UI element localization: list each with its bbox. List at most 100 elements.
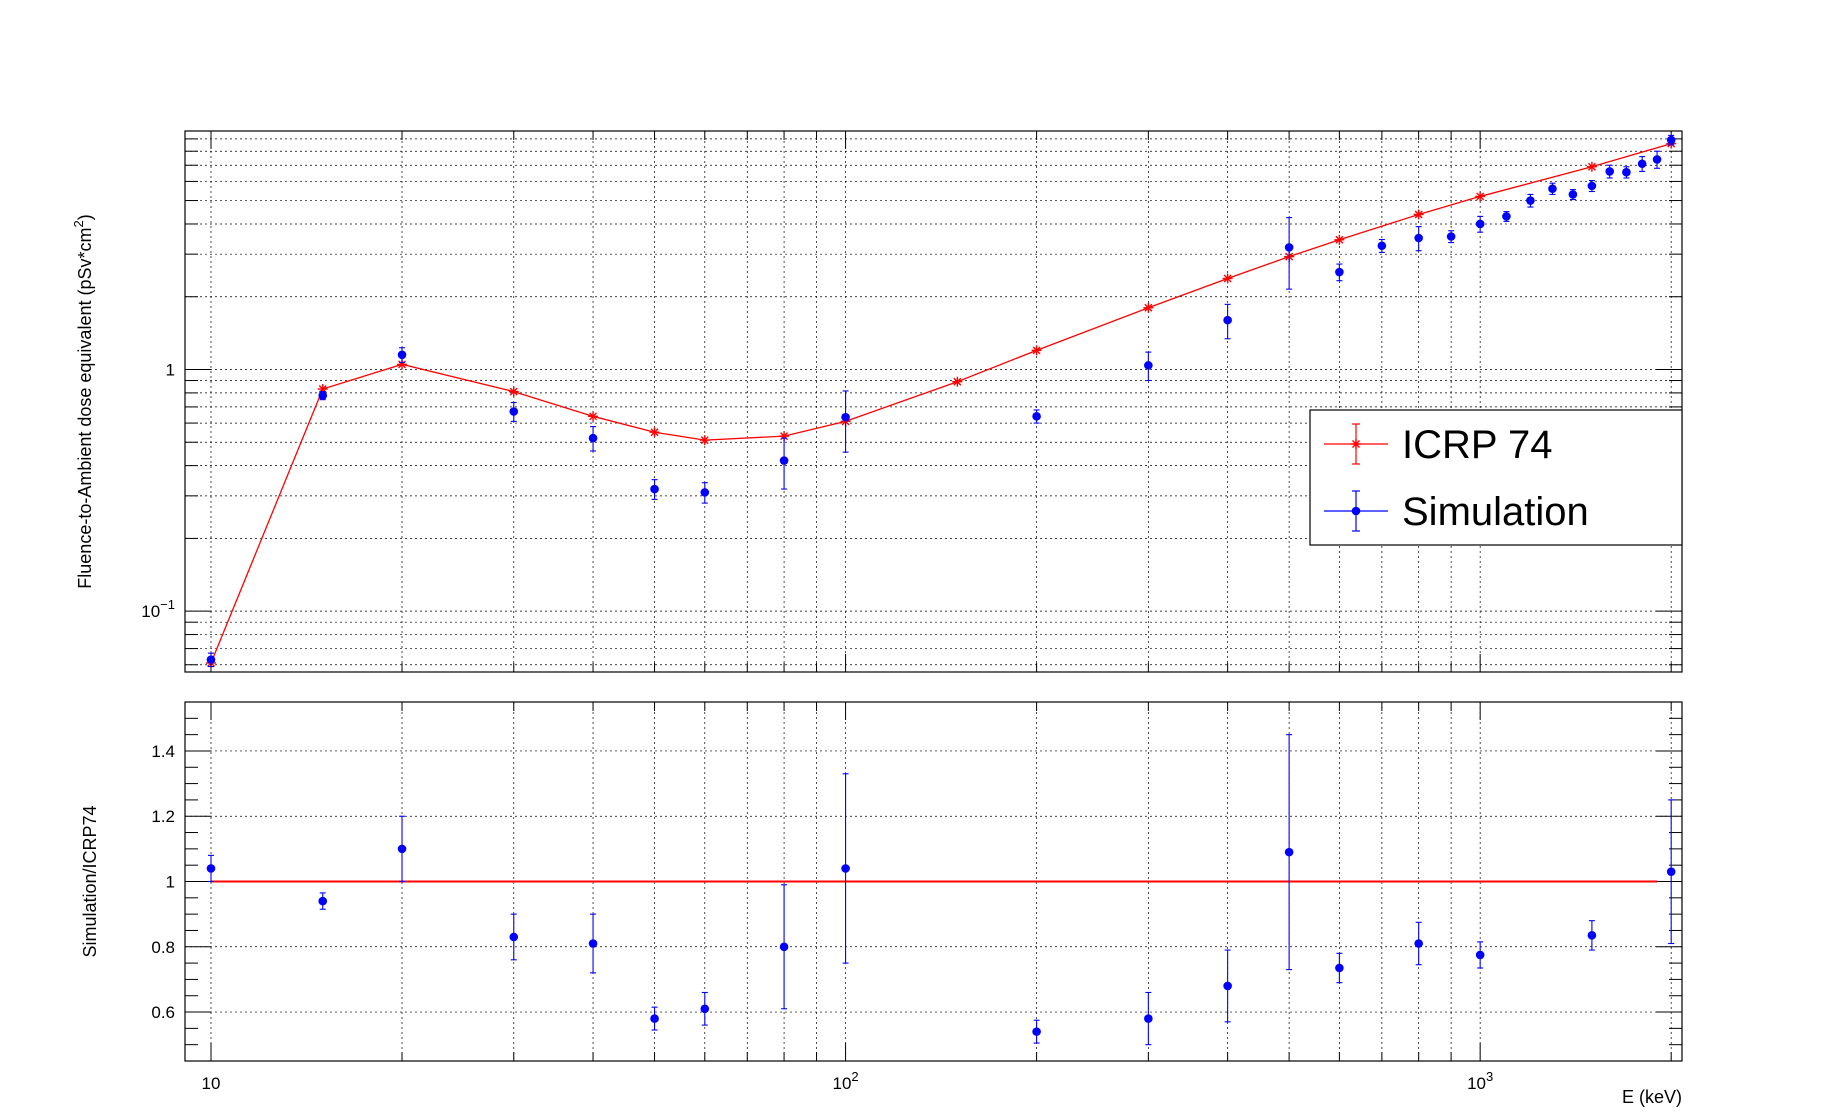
simulation-point [1652, 150, 1662, 169]
y-tick-label: 1.2 [151, 807, 175, 826]
simulation-point [397, 347, 407, 363]
y-tick-label-base: 1 [166, 360, 175, 379]
ratio-point [1414, 921, 1423, 966]
top-y-axis-title-suffix: ) [75, 214, 95, 220]
simulation-point [1587, 179, 1597, 193]
simulation-point [1622, 166, 1631, 179]
ratio-point [1335, 952, 1344, 984]
star-stroke [1352, 440, 1360, 448]
marker-dot [1032, 1027, 1041, 1036]
marker-dot [1587, 181, 1597, 191]
legend: ICRP 74 Simulation [1309, 409, 1683, 546]
y-tick-label: 1 [166, 360, 175, 379]
marker-dot [1666, 867, 1676, 877]
x-tick-label: 103 [1467, 1069, 1493, 1093]
y-tick-label: 0.6 [151, 1003, 175, 1022]
marker-dot [650, 484, 659, 494]
icrp74-point [1475, 191, 1486, 202]
marker-dot [1587, 931, 1597, 940]
marker-dot [397, 844, 407, 854]
top-y-axis-title-main: Fluence-to-Ambient dose equivalent (pSv*… [75, 228, 95, 589]
ratio-point [1475, 941, 1485, 969]
simulation-point [1446, 230, 1456, 244]
marker-dot [397, 350, 407, 360]
marker-dot [841, 412, 850, 422]
icrp74-point [1413, 209, 1424, 220]
marker-dot [1568, 190, 1578, 199]
marker-dot [1335, 963, 1344, 973]
marker-dot [206, 655, 216, 664]
x-tick-label-base: 10 [202, 1074, 221, 1093]
marker-dot [700, 1004, 710, 1014]
marker-dot [841, 864, 850, 873]
bottom-panel: 0.60.811.21.410 102 103Simulation/ICRP74E … [80, 701, 1683, 1107]
star-stroke [509, 387, 518, 396]
star-stroke [1223, 274, 1232, 283]
marker-dot [650, 1014, 659, 1023]
ratio-point [397, 815, 407, 883]
simulation-point [1377, 238, 1387, 253]
simulation-point [650, 479, 659, 500]
simulation-point [1605, 164, 1614, 179]
x-tick-label-exponent: 3 [1486, 1069, 1493, 1084]
top-panel: 10−1 1 Fluence-to-Ambient dose equivalent … [71, 130, 1683, 673]
icrp74-point [699, 435, 710, 446]
marker-dot [1446, 232, 1456, 241]
simulation-point [588, 426, 598, 452]
marker-dot [509, 932, 519, 942]
ratio-point [1032, 1019, 1041, 1044]
star-stroke [953, 377, 962, 386]
simulation-point [206, 652, 216, 668]
ratio-point [1666, 799, 1676, 945]
simulation-point [1502, 211, 1511, 222]
marker-dot [1032, 412, 1041, 421]
icrp74-line [210, 143, 1672, 664]
marker-dot [1502, 212, 1511, 221]
icrp74-point [952, 376, 963, 387]
legend-marker [1351, 439, 1361, 449]
simulation-point [509, 401, 519, 422]
icrp74-point [588, 411, 599, 422]
simulation-point [1284, 217, 1294, 290]
marker-dot [1414, 939, 1423, 948]
ratio-point [700, 991, 710, 1026]
star-stroke [1414, 210, 1423, 219]
x-tick-label-base: 10 [832, 1074, 851, 1093]
marker-dot [1284, 847, 1294, 857]
simulation-point [1548, 182, 1557, 195]
legend-label: Simulation [1402, 490, 1589, 534]
marker-dot [1475, 950, 1485, 960]
marker-dot [1475, 219, 1485, 229]
x-tick-label-exponent: 2 [851, 1069, 858, 1084]
star-stroke [1587, 162, 1596, 171]
icrp74-point [1222, 273, 1233, 284]
icrp74-point [1334, 234, 1345, 245]
icrp74-point [508, 386, 519, 397]
marker-dot [588, 939, 598, 948]
marker-dot [588, 433, 598, 443]
legend-entry: ICRP 74 [1324, 423, 1552, 467]
icrp74-point [1143, 302, 1154, 313]
x-tick-label: 102 [832, 1069, 858, 1093]
simulation-point [1526, 193, 1535, 208]
ratio-point [588, 913, 598, 974]
ratio-point [1144, 991, 1153, 1046]
marker-dot [1666, 135, 1676, 145]
simulation-point [1223, 303, 1232, 340]
marker-dot [779, 942, 789, 952]
simulation-point [1032, 409, 1041, 424]
legend-marker [1351, 506, 1361, 516]
marker-dot [1144, 361, 1153, 370]
simulation-point [1568, 189, 1578, 201]
simulation-point [1335, 263, 1344, 282]
ratio-point [206, 854, 216, 883]
ratio-point [841, 773, 850, 964]
marker-dot [1284, 243, 1294, 252]
marker-dot [700, 488, 710, 497]
simulation-point [1666, 134, 1676, 146]
y-tick-label-exponent: −1 [160, 597, 175, 612]
star-stroke [1476, 192, 1485, 201]
ratio-point [318, 892, 328, 910]
y-tick-label: 10−1 [141, 597, 175, 621]
